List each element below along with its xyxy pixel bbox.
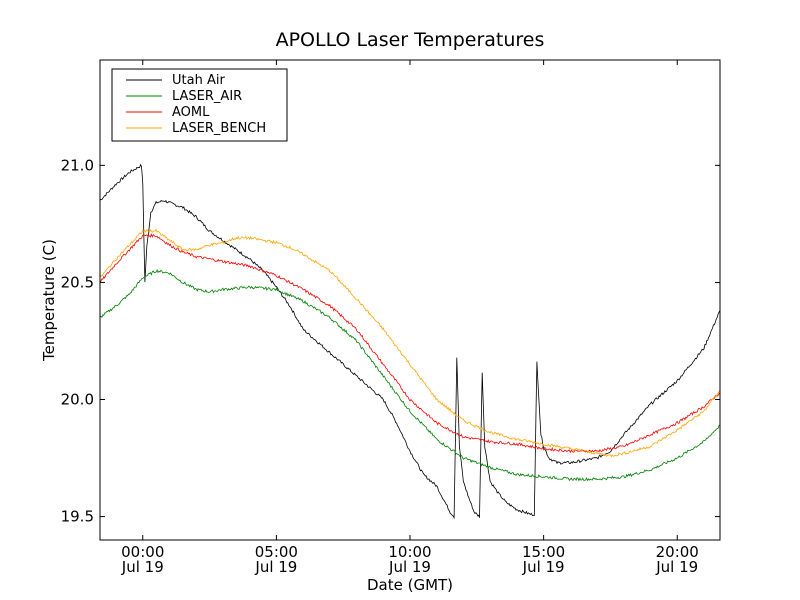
y-axis-label: Temperature (C) [40,239,58,362]
legend-label: LASER_BENCH [172,121,266,136]
chart-title: APOLLO Laser Temperatures [276,29,545,51]
y-tick-label: 21.0 [61,156,94,174]
series-layer [100,163,720,520]
x-tick-sublabel: Jul 19 [254,558,297,576]
legend-box [111,68,288,142]
legend-label: Utah Air [172,73,225,88]
x-tick-label: 15:00 [522,543,565,561]
y-tick-label: 20.0 [61,391,94,409]
x-tick-label: 20:00 [656,543,699,561]
x-tick-sublabel: Jul 19 [388,558,431,576]
x-tick-label: 05:00 [255,543,298,561]
legend-label: LASER_AIR [172,89,242,104]
x-tick-sublabel: Jul 19 [522,558,565,576]
x-tick-label: 00:00 [121,543,164,561]
x-axis-label: Date (GMT) [367,576,453,594]
series-line-laser-bench [100,228,720,458]
plot-frame [99,59,721,541]
y-tick-label: 20.5 [61,273,94,291]
series-line-utah-air [100,163,720,520]
legend-label: AOML [172,105,210,120]
x-tick-sublabel: Jul 19 [121,558,164,576]
series-line-aoml [100,232,720,454]
series-line-laser-air [100,269,720,482]
x-tick-label: 10:00 [388,543,431,561]
y-tick-label: 19.5 [61,508,94,526]
x-tick-sublabel: Jul 19 [655,558,698,576]
